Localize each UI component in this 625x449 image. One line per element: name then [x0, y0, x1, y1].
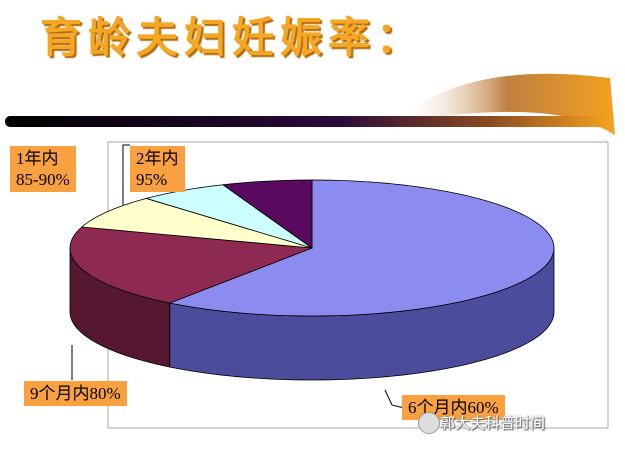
pie-slice	[69, 226, 313, 304]
slice-label: 1年内 85-90%	[10, 146, 76, 192]
watermark: 郭大夫科普时间	[440, 414, 546, 432]
pie	[69, 179, 555, 381]
slice-label: 2年内 95%	[130, 146, 185, 192]
pie-slice	[80, 198, 313, 249]
leader-lines	[71, 144, 405, 409]
pie-slice	[221, 179, 313, 249]
chart-title: 育龄夫妇妊娠率：	[40, 13, 425, 62]
slice-label: 9个月内80%	[24, 381, 127, 406]
pie-slice	[168, 179, 555, 317]
watermark-icon	[418, 412, 440, 434]
header-bar	[5, 116, 610, 127]
header-swoosh	[400, 73, 615, 135]
